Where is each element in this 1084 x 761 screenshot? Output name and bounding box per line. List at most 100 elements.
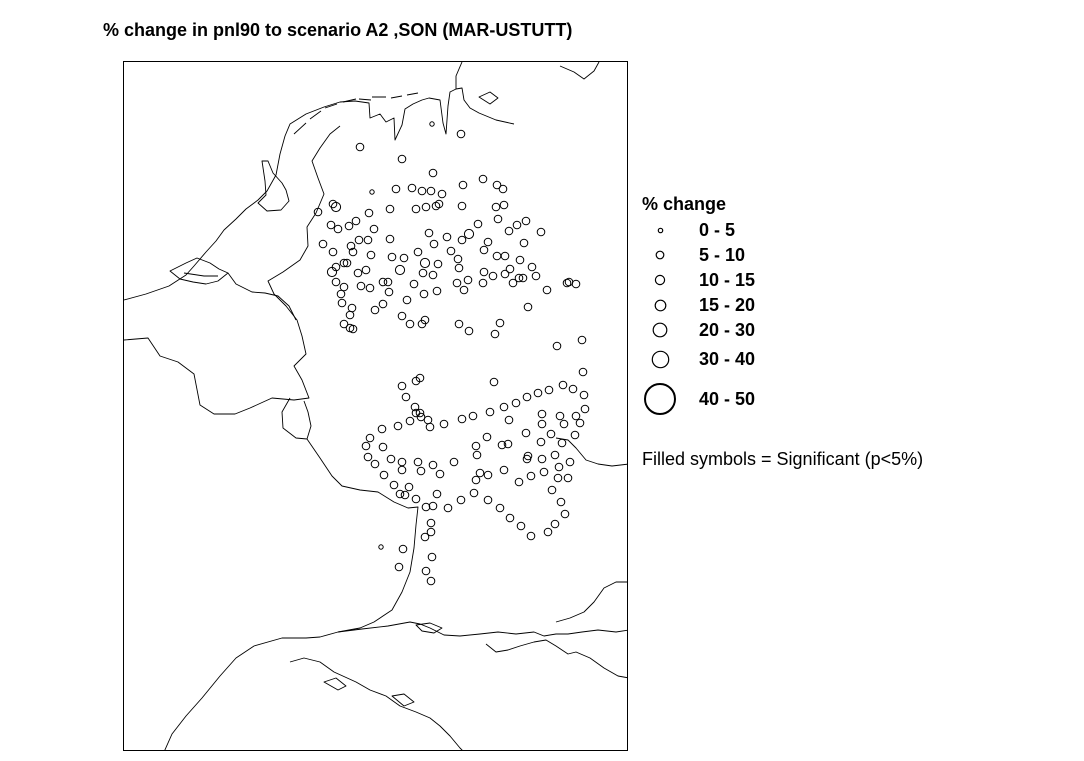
station-marker (407, 183, 417, 193)
ijsselmeer (257, 160, 290, 212)
station-marker (492, 251, 502, 261)
station-marker (499, 465, 509, 475)
station-marker (413, 247, 423, 257)
station-marker (508, 278, 518, 288)
station-marker (550, 450, 560, 460)
station-marker (411, 494, 421, 504)
station-marker (394, 264, 406, 276)
station-marker (393, 421, 403, 431)
station-marker (478, 278, 488, 288)
station-marker (366, 250, 376, 260)
border-nl-be (227, 272, 297, 321)
station-marker (397, 457, 407, 467)
legend-label: 5 - 10 (699, 245, 746, 265)
station-marker (492, 180, 502, 190)
station-marker (389, 480, 399, 490)
station-marker (428, 168, 438, 178)
station-marker (385, 204, 395, 214)
station-marker (337, 298, 347, 308)
station-marker (577, 335, 587, 345)
station-marker (344, 221, 354, 231)
station-marker (527, 262, 537, 272)
station-marker (518, 273, 528, 283)
station-marker (415, 408, 425, 418)
station-marker (504, 415, 514, 425)
station-marker (313, 207, 323, 217)
station-marker (415, 373, 425, 383)
station-marker (500, 269, 510, 279)
station-marker (426, 186, 436, 196)
lake-constance (415, 622, 443, 634)
station-marker (559, 419, 569, 429)
station-marker (421, 502, 431, 512)
station-marker (483, 470, 493, 480)
legend-label: 0 - 5 (699, 220, 736, 240)
station-marker (469, 488, 479, 498)
station-markers (313, 121, 590, 586)
station-marker (498, 184, 508, 194)
station-marker (354, 235, 364, 245)
station-marker (369, 224, 379, 234)
border-lux (281, 397, 312, 440)
border-south-alps (289, 657, 463, 750)
station-marker (348, 247, 358, 257)
station-marker (456, 495, 466, 505)
station-marker (491, 202, 501, 212)
station-marker (580, 404, 590, 414)
station-marker (490, 329, 500, 339)
station-marker (550, 519, 560, 529)
station-marker (578, 367, 588, 377)
map-title: % change in pnl90 to scenario A2 ,SON (M… (103, 20, 573, 40)
station-marker (397, 381, 407, 391)
station-marker (345, 310, 355, 320)
station-marker (560, 509, 570, 519)
border-austria (485, 639, 627, 679)
station-marker (432, 286, 442, 296)
station-marker (410, 402, 420, 412)
station-marker (489, 377, 499, 387)
station-marker (526, 531, 536, 541)
station-marker (379, 470, 389, 480)
station-marker (471, 475, 481, 485)
station-marker (511, 398, 521, 408)
station-marker (499, 402, 509, 412)
station-marker (417, 319, 427, 329)
station-marker (547, 485, 557, 495)
station-marker (424, 228, 434, 238)
station-marker (434, 199, 444, 209)
station-marker (537, 419, 547, 429)
station-marker (522, 392, 532, 402)
station-marker (457, 414, 467, 424)
border-west (124, 125, 341, 415)
station-marker (346, 241, 356, 251)
frisian-islands (293, 92, 419, 135)
station-marker (544, 385, 554, 395)
border-switzerland (337, 621, 627, 637)
station-marker (399, 253, 409, 263)
station-marker (539, 467, 549, 477)
station-marker (454, 319, 464, 329)
station-marker (503, 439, 513, 449)
station-marker (571, 279, 581, 289)
station-marker (331, 277, 341, 287)
station-marker (483, 495, 493, 505)
station-marker (575, 418, 585, 428)
station-marker (479, 267, 489, 277)
station-marker (435, 469, 445, 479)
station-marker (505, 264, 515, 274)
station-marker (521, 216, 531, 226)
station-marker (564, 277, 574, 287)
border-east (555, 437, 627, 623)
station-marker (512, 220, 522, 230)
station-marker (363, 235, 373, 245)
station-marker (495, 503, 505, 513)
station-marker (514, 273, 524, 283)
station-marker (378, 544, 384, 550)
station-marker (562, 278, 572, 288)
station-marker (555, 411, 565, 421)
station-marker (353, 268, 363, 278)
station-marker (457, 235, 467, 245)
station-marker (355, 142, 365, 152)
station-marker (429, 121, 435, 127)
station-marker (427, 552, 437, 562)
